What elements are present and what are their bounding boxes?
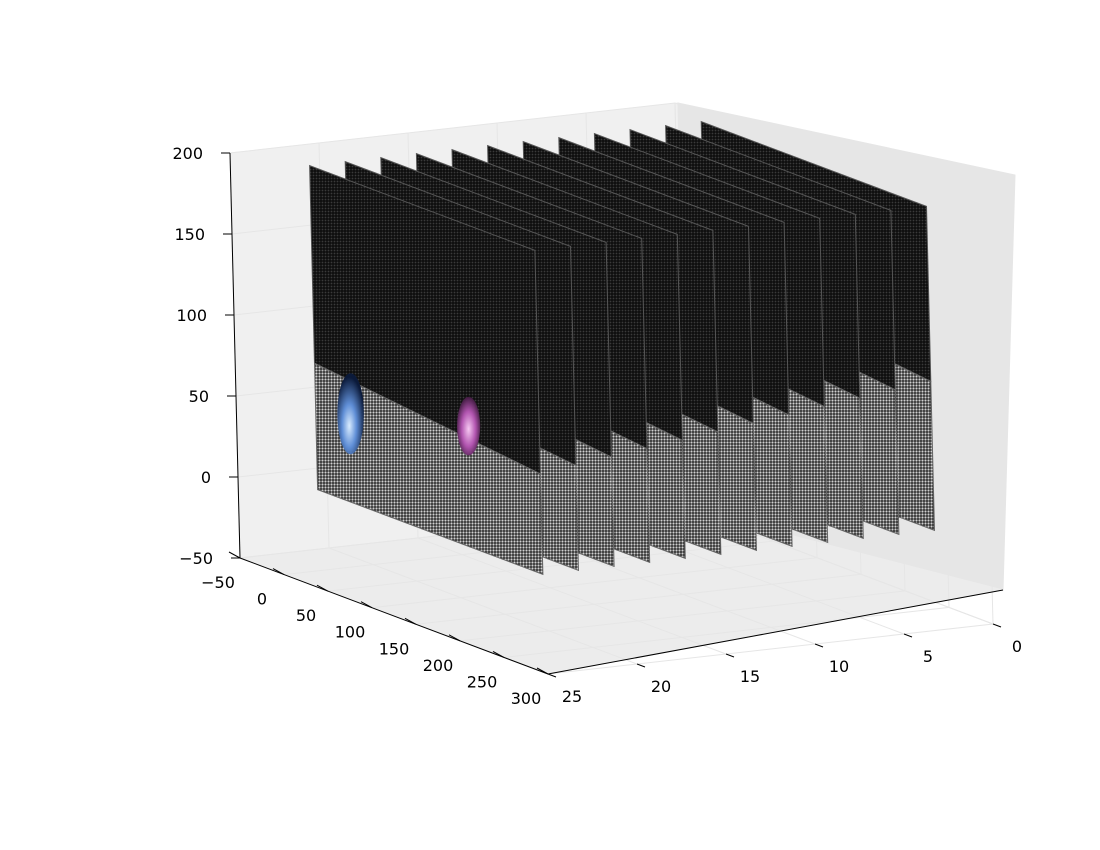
x-tick-6 (492, 650, 505, 658)
blob-0 (337, 373, 364, 455)
y-axis-ticks: 0 5 10 15 20 25 (547, 623, 1022, 706)
y-tick-label-2: 10 (829, 657, 849, 676)
x-tick-label-0: −50 (201, 573, 235, 592)
slice-plane-11 (309, 164, 544, 576)
x-tick-label-5: 200 (423, 656, 454, 675)
z-tick-label-5: 200 (172, 144, 203, 163)
y-tick-3 (725, 653, 735, 658)
x-tick-1 (272, 568, 285, 576)
y-tick-5 (547, 673, 557, 678)
x-tick-label-4: 150 (379, 639, 410, 658)
z-tick-label-0: −50 (179, 549, 213, 568)
y-tick-0 (992, 623, 1002, 628)
y-tick-2 (814, 643, 824, 648)
y-tick-4 (636, 663, 646, 668)
axis-lines (229, 152, 1004, 675)
x-tick-label-7: 300 (511, 689, 542, 708)
z-tick-label-1: 0 (201, 468, 211, 487)
z-tick-label-4: 150 (174, 225, 205, 244)
x-tick-label-2: 50 (296, 606, 316, 625)
x-tick-2 (316, 584, 329, 592)
x-axis-ticks: −50 0 50 100 150 200 250 300 (201, 551, 549, 708)
y-tick-label-5: 25 (562, 687, 582, 706)
y-tick-1 (903, 633, 913, 638)
y-tick-label-3: 15 (740, 667, 760, 686)
blob-markers (337, 373, 481, 456)
x-tick-label-1: 0 (257, 590, 267, 609)
y-tick-label-1: 5 (923, 647, 933, 666)
y-tick-label-0: 0 (1012, 637, 1022, 656)
z-axis-ticks: −50 0 50 100 150 200 (172, 144, 240, 568)
slice-planes (309, 120, 936, 576)
x-tick-4 (404, 617, 417, 625)
x-tick-5 (448, 634, 461, 642)
blob-1 (457, 396, 481, 456)
z-tick-label-3: 100 (176, 306, 207, 325)
x-tick-7 (536, 667, 549, 675)
x-tick-0 (228, 551, 241, 559)
x-tick-3 (360, 601, 373, 609)
z-tick-label-2: 50 (189, 387, 209, 406)
x-tick-label-6: 250 (467, 672, 498, 691)
y-tick-label-4: 20 (651, 677, 671, 696)
x-tick-label-3: 100 (335, 623, 366, 642)
